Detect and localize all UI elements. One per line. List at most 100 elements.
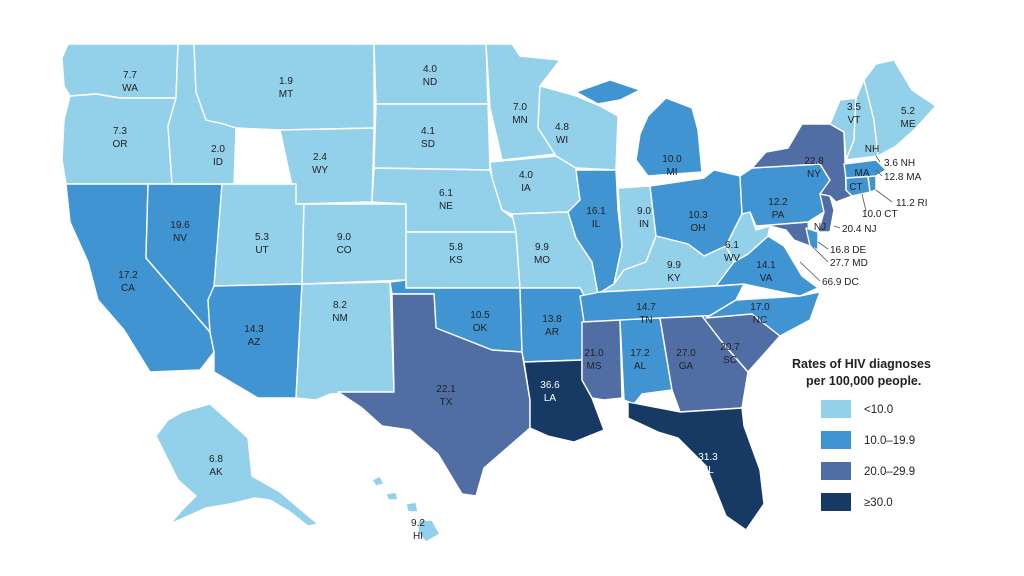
state-label-nv: 19.6 NV: [170, 220, 190, 244]
state-label-ar: 13.8 AR: [542, 314, 562, 338]
callout-label-ri: 11.2 RI: [896, 198, 928, 209]
state-rate-mt: 1.9: [279, 76, 293, 87]
state-rate-oh: 10.3: [688, 210, 708, 221]
state-label-ut: 5.3 UT: [255, 232, 269, 256]
state-rate-ky: 9.9: [667, 260, 681, 271]
state-abbr-mo: MO: [534, 255, 550, 266]
state-label-nm: 8.2 NM: [332, 300, 348, 324]
state-rate-mn: 7.0: [513, 102, 527, 113]
state-mt: [193, 43, 375, 131]
state-abbr-pa: PA: [772, 210, 785, 221]
state-rate-ut: 5.3: [255, 232, 269, 243]
state-rate-va: 14.1: [756, 260, 776, 271]
state-abbr-al: AL: [634, 361, 647, 372]
state-rate-me: 5.2: [901, 106, 915, 117]
state-abbr-va: VA: [760, 273, 773, 284]
callout-label-de: 16.8 DE: [830, 245, 866, 256]
state-label-nd: 4.0 ND: [423, 64, 438, 88]
state-abbr-me: ME: [901, 119, 916, 130]
state-abbr-ny: NY: [807, 169, 821, 180]
state-abbr-wy: WY: [312, 165, 328, 176]
state-abbr-ne: NE: [439, 201, 453, 212]
state-rate-sd: 4.1: [421, 126, 435, 137]
state-abbr-in: IN: [639, 219, 649, 230]
state-abbr-small-ma: MA: [855, 168, 870, 179]
state-label-al: 17.2 AL: [630, 348, 650, 372]
state-abbr-vt: VT: [848, 115, 861, 126]
state-ms: [581, 319, 623, 401]
legend-label-lt10: <10.0: [864, 404, 893, 416]
state-abbr-wa: WA: [122, 83, 138, 94]
callout-label-ma: 12.8 MA: [884, 172, 922, 183]
state-rate-in: 9.0: [637, 206, 651, 217]
state-rate-nm: 8.2: [333, 300, 347, 311]
state-label-wa: 7.7 WA: [122, 70, 138, 94]
state-label-ky: 9.9 KY: [667, 260, 681, 284]
state-abbr-ut: UT: [255, 245, 268, 256]
state-label-ok: 10.5 OK: [470, 310, 490, 334]
state-hi: [371, 475, 441, 543]
state-label-vt: 3.5 VT: [847, 102, 861, 126]
state-label-az: 14.3 AZ: [244, 324, 264, 348]
state-abbr-wi: WI: [556, 135, 568, 146]
state-rate-ks: 5.8: [449, 242, 463, 253]
state-rate-il: 16.1: [586, 206, 606, 217]
state-label-in: 9.0 IN: [637, 206, 651, 230]
state-abbr-sc: SC: [723, 355, 737, 366]
state-abbr-mt: MT: [279, 89, 293, 100]
state-label-or: 7.3 OR: [113, 126, 128, 150]
state-mi: [575, 79, 703, 177]
state-abbr-mn: MN: [512, 115, 528, 126]
state-label-oh: 10.3 OH: [688, 210, 708, 234]
callout-label-nh: 3.6 NH: [884, 158, 915, 169]
state-wa: [61, 43, 179, 99]
state-label-mo: 9.9 MO: [534, 242, 550, 266]
state-abbr-ga: GA: [679, 361, 694, 372]
state-label-nc: 17.0 NC: [750, 302, 770, 326]
state-labels: 7.7 WA 7.3 OR 17.2 CA 19.6 NV 2.0 ID 1.9 MT 2.4 WY 5.3…: [113, 64, 916, 542]
state-abbr-tn: TN: [639, 315, 652, 326]
state-abbr-nc: NC: [753, 315, 767, 326]
state-label-ca: 17.2 CA: [118, 270, 138, 294]
state-label-wv: 6.1 WV: [724, 240, 740, 264]
callout-label-md: 27.7 MD: [830, 258, 868, 269]
state-rate-pa: 12.2: [768, 197, 788, 208]
state-rate-ny: 22.8: [804, 156, 824, 167]
state-label-mi: 10.0 MI: [662, 154, 682, 178]
state-abbr-nm: NM: [332, 313, 348, 324]
state-rate-co: 9.0: [337, 232, 351, 243]
state-rate-tx: 22.1: [436, 384, 456, 395]
callout-leader-ct: [861, 193, 867, 212]
state-label-il: 16.1 IL: [586, 206, 606, 230]
state-rate-az: 14.3: [244, 324, 264, 335]
state-rate-tn: 14.7: [636, 302, 656, 313]
state-abbr-nd: ND: [423, 77, 437, 88]
legend-swatch-lt10: [821, 400, 851, 418]
state-label-ne: 6.1 NE: [439, 188, 453, 212]
state-label-hi: 9.2 HI: [411, 518, 425, 542]
state-fl: [627, 401, 765, 531]
state-rate-nv: 19.6: [170, 220, 190, 231]
state-rate-wv: 6.1: [725, 240, 739, 251]
state-abbr-oh: OH: [691, 223, 706, 234]
state-abbr-il: IL: [592, 219, 601, 230]
state-rate-id: 2.0: [211, 144, 225, 155]
callout-leader-de: [817, 241, 829, 250]
state-abbr-co: CO: [337, 245, 352, 256]
callout-leader-ri: [875, 189, 893, 203]
state-label-wi: 4.8 WI: [555, 122, 569, 146]
legend-swatch-20to29: [821, 462, 851, 480]
state-label-co: 9.0 CO: [337, 232, 352, 256]
state-abbr-ak: AK: [209, 467, 223, 478]
callout-leader-ma: [875, 169, 883, 177]
state-rate-ia: 4.0: [519, 170, 533, 181]
state-rate-nc: 17.0: [750, 302, 770, 313]
legend-label-10to19: 10.0–19.9: [864, 435, 915, 447]
state-abbr-wv: WV: [724, 253, 740, 264]
state-abbr-small-nj: NJ: [814, 222, 826, 233]
state-abbr-hi: HI: [413, 531, 423, 542]
state-abbr-fl: FL: [702, 465, 714, 476]
state-ma: [843, 159, 887, 179]
state-abbr-tx: TX: [440, 397, 453, 408]
state-tx: [337, 293, 531, 497]
